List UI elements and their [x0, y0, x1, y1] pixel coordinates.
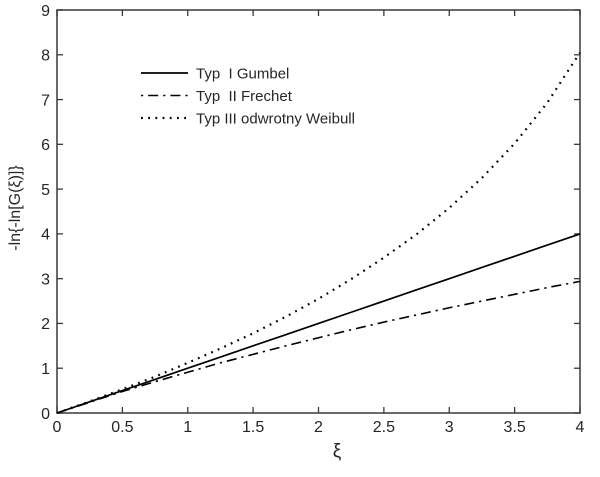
y-tick-label: 0: [41, 406, 50, 423]
legend-label: Typ III odwrotny Weibull: [196, 110, 355, 127]
x-tick-label: 4: [576, 419, 585, 436]
x-tick-label: 0: [53, 419, 62, 436]
y-tick-label: 9: [41, 3, 50, 20]
series-line-solid: [56, 233, 581, 414]
series-line-dash-dot: [56, 280, 581, 414]
y-tick-label: 5: [41, 182, 50, 199]
x-tick-label: 2: [314, 419, 323, 436]
legend: Typ I Gumbel Typ II Frechet Typ III odwrot…: [141, 65, 355, 127]
y-axis-label: -ln{-ln[G(ξ)]}: [7, 165, 24, 251]
y-tick-label: 1: [41, 361, 50, 378]
y-tick-label: 6: [41, 137, 50, 154]
y-tick-label: 7: [41, 92, 50, 109]
x-tick-label: 1: [183, 419, 192, 436]
y-tick-label: 4: [41, 227, 50, 244]
x-axis-label: ξ: [333, 441, 342, 462]
x-tick-label: 2.5: [373, 419, 395, 436]
legend-label: Typ II Frechet: [196, 88, 293, 105]
x-tick-label: 0.5: [111, 419, 133, 436]
x-tick-label: 3: [445, 419, 454, 436]
x-tick-label: 3.5: [504, 419, 526, 436]
plot-frame: [56, 9, 581, 414]
series-line-dotted: [56, 51, 581, 415]
x-tick-label: 1.5: [242, 419, 264, 436]
legend-label: Typ I Gumbel: [196, 65, 289, 82]
y-tick-label: 8: [41, 48, 50, 65]
y-tick-label: 3: [41, 271, 50, 288]
y-tick-label: 2: [41, 316, 50, 333]
